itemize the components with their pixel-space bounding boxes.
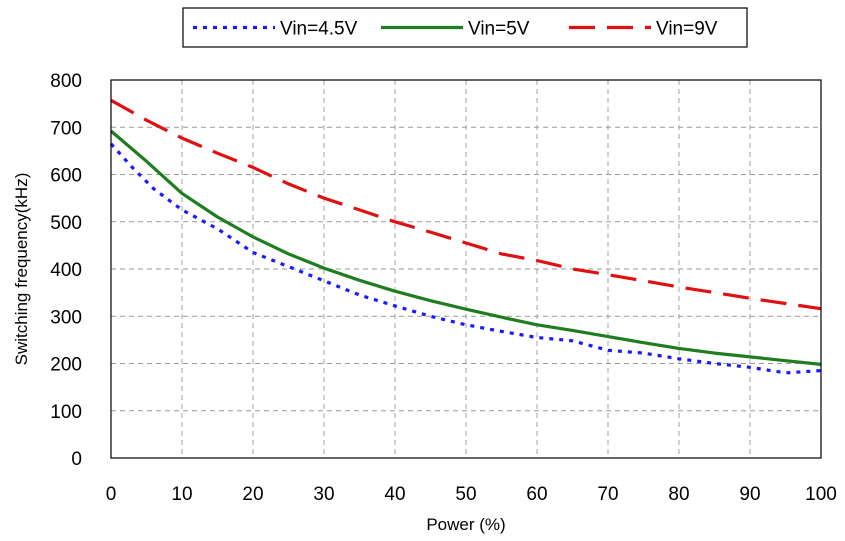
x-tick-label: 80 xyxy=(668,484,689,505)
y-tick-label: 800 xyxy=(50,71,82,92)
x-tick-label: 50 xyxy=(455,484,476,505)
legend-label-3: Vin=9V xyxy=(656,19,718,40)
grid xyxy=(111,80,821,458)
x-axis-ticks: 0 10 20 30 40 50 60 70 80 90 100 xyxy=(106,484,837,505)
series-line-2 xyxy=(109,129,822,366)
legend-label-2: Vin=5V xyxy=(468,19,530,40)
y-axis-title: Switching frequency(kHz) xyxy=(12,173,31,366)
series-line-3 xyxy=(110,98,822,311)
y-tick-label: 500 xyxy=(50,213,82,234)
y-tick-label: 200 xyxy=(50,355,82,376)
y-tick-label: 600 xyxy=(50,166,82,187)
x-tick-label: 0 xyxy=(106,484,117,505)
y-tick-label: 300 xyxy=(50,307,82,328)
y-tick-label: 400 xyxy=(50,260,82,281)
x-tick-label: 10 xyxy=(171,484,192,505)
x-tick-label: 90 xyxy=(739,484,760,505)
x-axis-title: Power (%) xyxy=(426,515,505,534)
series-lines xyxy=(109,98,822,375)
series-line-1 xyxy=(109,142,822,375)
y-axis-ticks: 0 100 200 300 400 500 600 700 800 xyxy=(50,71,82,470)
x-tick-label: 100 xyxy=(805,484,837,505)
y-tick-label: 700 xyxy=(50,118,82,139)
legend-label-1: Vin=4.5V xyxy=(280,19,358,40)
x-tick-label: 70 xyxy=(597,484,618,505)
x-tick-label: 20 xyxy=(242,484,263,505)
legend-box xyxy=(182,7,748,48)
y-tick-label: 100 xyxy=(50,402,82,423)
y-tick-label: 0 xyxy=(71,449,82,470)
legend: Vin=4.5V Vin=5V Vin=9V xyxy=(182,7,748,48)
plot-area-frame xyxy=(110,79,822,459)
x-tick-label: 40 xyxy=(384,484,405,505)
x-tick-label: 30 xyxy=(313,484,334,505)
x-tick-label: 60 xyxy=(526,484,547,505)
